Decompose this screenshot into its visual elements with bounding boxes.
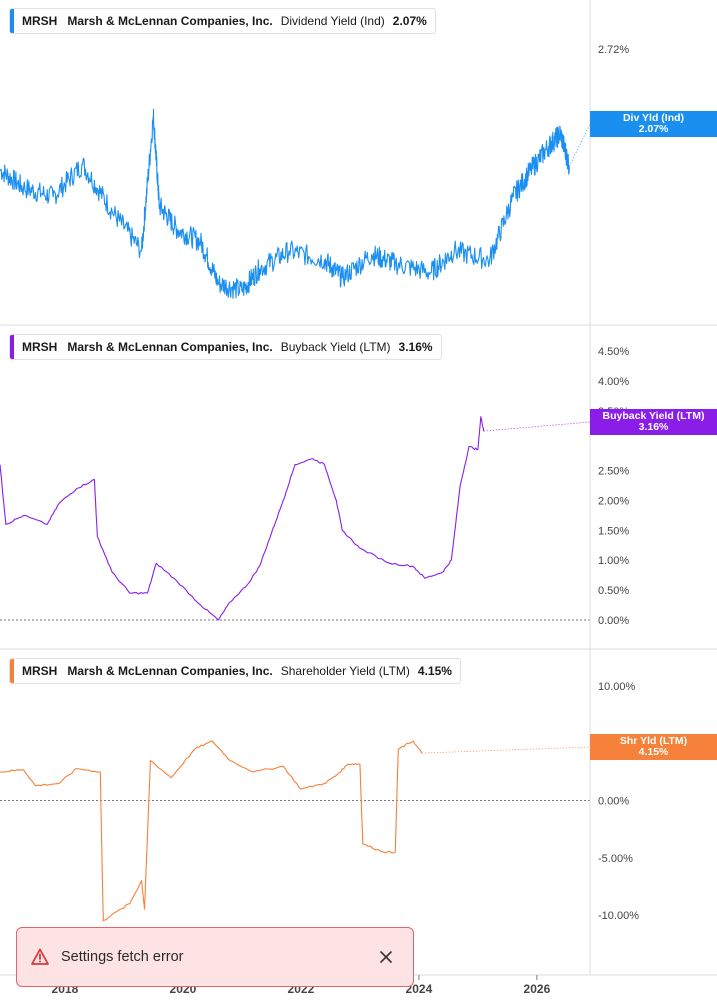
metric-value: 3.16%	[398, 340, 433, 354]
metric-name: Shareholder Yield (LTM)	[280, 664, 410, 678]
buyback-panel-header: MRSH Marsh & McLennan Companies, Inc. Bu…	[9, 334, 442, 360]
tag-label: Buyback Yield (LTM)	[602, 410, 705, 422]
y-tick-label: 1.00%	[598, 555, 629, 567]
metric-name: Dividend Yield (Ind)	[280, 14, 385, 28]
metric-value: 4.15%	[417, 664, 452, 678]
dividend-panel-header: MRSH Marsh & McLennan Companies, Inc. Di…	[9, 8, 436, 34]
y-tick-label: 0.00%	[598, 796, 629, 808]
ticker: MRSH	[22, 664, 58, 678]
buyback-series-line	[0, 416, 485, 621]
y-tick-label: 4.50%	[598, 346, 629, 358]
x-tick-label: 2024	[406, 982, 433, 996]
metric-value: 2.07%	[392, 14, 427, 28]
last-value-connector	[568, 123, 591, 167]
y-tick-label: 0.00%	[598, 615, 629, 627]
y-tick-label: 10.00%	[598, 681, 636, 693]
last-value-connector	[421, 746, 591, 754]
ticker: MRSH	[22, 14, 58, 28]
company-name: Marsh & McLennan Companies, Inc.	[67, 664, 273, 678]
y-tick-label: -10.00%	[598, 910, 639, 922]
y-tick-label: 2.50%	[598, 466, 629, 478]
tag-value: 2.07%	[638, 123, 669, 135]
dividend-swatch	[10, 9, 14, 33]
tag-label: Shr Yld (LTM)	[619, 735, 688, 747]
y-tick-label: -5.00%	[598, 853, 633, 865]
metric-name: Buyback Yield (LTM)	[280, 340, 391, 354]
shareholder-series-line	[0, 740, 423, 922]
buyback-value-tag: Buyback Yield (LTM) 3.16%	[590, 409, 717, 435]
ticker: MRSH	[22, 340, 58, 354]
company-name: Marsh & McLennan Companies, Inc.	[67, 340, 273, 354]
tag-value: 4.15%	[638, 746, 669, 758]
y-tick-label: 1.50%	[598, 525, 629, 537]
shareholder-panel-header: MRSH Marsh & McLennan Companies, Inc. Sh…	[9, 658, 461, 684]
tag-value: 3.16%	[638, 421, 669, 433]
close-icon[interactable]	[377, 948, 395, 966]
shareholder-value-tag: Shr Yld (LTM) 4.15%	[590, 734, 717, 760]
y-tick-label: 2.72%	[598, 44, 629, 56]
dividend-series-line	[0, 108, 570, 299]
toast-message: Settings fetch error	[61, 949, 184, 965]
buyback-swatch	[10, 335, 14, 359]
company-name: Marsh & McLennan Companies, Inc.	[67, 14, 273, 28]
error-toast: Settings fetch error	[16, 927, 414, 987]
x-tick-label: 2026	[524, 982, 551, 996]
last-value-connector	[483, 421, 591, 432]
y-tick-label: 2.00%	[598, 495, 629, 507]
y-tick-label: 0.50%	[598, 585, 629, 597]
y-tick-label: 4.00%	[598, 376, 629, 388]
shareholder-swatch	[10, 659, 14, 683]
warning-triangle-icon	[31, 948, 49, 965]
dividend-value-tag: Div Yld (Ind) 2.07%	[590, 111, 717, 137]
tag-label: Div Yld (Ind)	[622, 112, 685, 124]
